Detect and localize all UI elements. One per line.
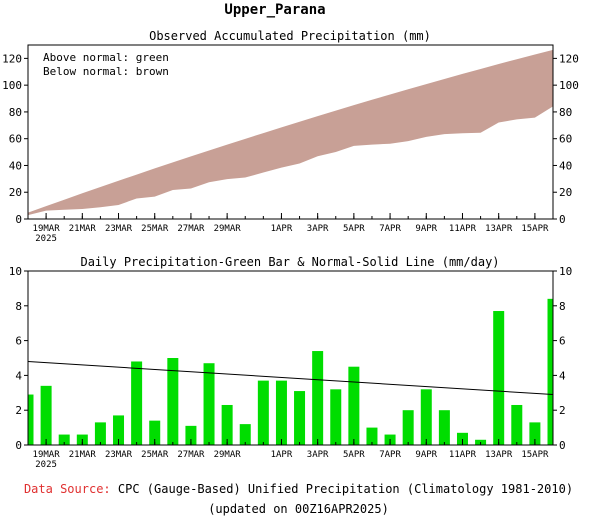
accum-ytick-label-left: 80 <box>9 106 22 119</box>
accum-ytick-label-left: 0 <box>15 213 22 226</box>
daily-bar <box>40 385 52 445</box>
accum-ytick-label-left: 40 <box>9 159 22 172</box>
accum-chart: Above normal: green Below normal: brown … <box>2 44 579 244</box>
accum-xtick-label: 13APR <box>485 224 513 234</box>
accum-ytick-label-right: 80 <box>559 106 572 119</box>
daily-bar <box>366 427 378 445</box>
daily-xtick-label: 27MAR <box>177 450 205 460</box>
daily-bar <box>94 422 106 445</box>
daily-ytick-label-left: 2 <box>15 404 22 417</box>
daily-bar <box>294 391 306 445</box>
daily-bar <box>167 358 179 445</box>
daily-ytick-label-left: 6 <box>15 335 22 348</box>
daily-bar <box>58 434 70 445</box>
daily-bar <box>529 422 541 445</box>
daily-xtick-label: 21MAR <box>69 450 97 460</box>
daily-bar <box>456 432 468 445</box>
accum-deficit-area <box>28 49 553 216</box>
daily-xtick-label: 29MAR <box>214 450 242 460</box>
daily-bar <box>312 351 324 445</box>
accum-legend-below: Below normal: brown <box>43 65 169 78</box>
accum-ytick-label-right: 120 <box>559 52 579 65</box>
accum-xtick-label: 7APR <box>379 224 401 234</box>
accum-xtick-label: 5APR <box>343 224 365 234</box>
accum-xtick-label: 11APR <box>449 224 477 234</box>
accum-xtick-label: 19MAR <box>33 224 61 234</box>
daily-ytick-label-right: 0 <box>559 439 566 452</box>
accum-ytick-label-right: 60 <box>559 133 572 146</box>
daily-bar <box>131 361 143 445</box>
daily-ytick-label-left: 10 <box>9 265 22 278</box>
daily-bar <box>438 410 450 445</box>
accum-ytick-label-left: 60 <box>9 133 22 146</box>
daily-bar <box>420 389 432 445</box>
accum-xtick-label: 9APR <box>415 224 437 234</box>
daily-bar <box>330 389 342 445</box>
daily-bar <box>221 404 233 445</box>
daily-plot-frame <box>27 270 554 446</box>
daily-bar <box>547 298 553 445</box>
daily-bar <box>203 363 215 445</box>
accum-ytick-label-right: 0 <box>559 213 566 226</box>
daily-bar <box>493 311 505 445</box>
daily-normal-line <box>27 360 554 396</box>
daily-ytick-label-right: 4 <box>559 369 566 382</box>
daily-ytick-label-right: 2 <box>559 404 566 417</box>
accum-ytick-label-right: 40 <box>559 159 572 172</box>
daily-bar <box>275 380 287 445</box>
daily-xtick-label: 5APR <box>343 450 365 460</box>
daily-xtick-label: 3APR <box>307 450 329 460</box>
accum-xtick-label: 1APR <box>271 224 293 234</box>
daily-xtick-label: 15APR <box>521 450 549 460</box>
daily-xtick-label: 1APR <box>271 450 293 460</box>
data-source-label: Data Source: <box>23 482 111 496</box>
accum-ytick-label-right: 100 <box>559 79 579 92</box>
figure-title: Upper_Parana <box>224 2 325 18</box>
accum-legend-above: Above normal: green <box>43 51 169 64</box>
accum-xtick-label: 29MAR <box>214 224 242 234</box>
accum-xtick-label: 21MAR <box>69 224 97 234</box>
daily-ytick-label-right: 10 <box>559 265 572 278</box>
daily-ytick-label-left: 4 <box>15 369 22 382</box>
daily-bar <box>28 394 34 445</box>
daily-ytick-label-left: 0 <box>15 439 22 452</box>
daily-chart-title: Daily Precipitation-Green Bar & Normal-S… <box>80 255 499 269</box>
updated-line: (updated on 00Z16APR2025) <box>208 502 389 516</box>
daily-xtick-label: 13APR <box>485 450 513 460</box>
accum-ytick-label-left: 120 <box>2 52 22 65</box>
daily-bar <box>348 366 360 445</box>
accum-xtick-label: 27MAR <box>177 224 205 234</box>
daily-xtick-label: 7APR <box>379 450 401 460</box>
daily-ytick-label-right: 8 <box>559 300 566 313</box>
daily-xtick-label: 9APR <box>415 450 437 460</box>
data-source-text: CPC (Gauge-Based) Unified Precipitation … <box>117 482 574 496</box>
daily-bar <box>185 425 197 445</box>
daily-xtick-label: 19MAR <box>33 450 61 460</box>
accum-xtick-label: 3APR <box>307 224 329 234</box>
accum-xtick-label: 25MAR <box>141 224 169 234</box>
accum-ytick-label-left: 100 <box>2 79 22 92</box>
daily-ytick-label-left: 8 <box>15 300 22 313</box>
daily-bar <box>239 424 251 445</box>
daily-bar <box>257 380 269 445</box>
accum-year-label: 2025 <box>35 234 57 244</box>
daily-chart: 0 0 2 2 4 4 6 6 8 8 10 10 19MAR 21MAR 23MAR 25MAR 27MAR 2… <box>9 265 573 470</box>
data-source-line: Data Source: CPC (Gauge-Based) Unified P… <box>0 482 597 496</box>
daily-xtick-label: 11APR <box>449 450 477 460</box>
daily-bar <box>402 410 414 445</box>
accum-xtick-label: 23MAR <box>105 224 133 234</box>
accum-xtick-label: 15APR <box>521 224 549 234</box>
accum-plot-frame <box>27 44 554 220</box>
daily-bar <box>113 415 125 445</box>
daily-bar <box>511 404 523 445</box>
accum-chart-title: Observed Accumulated Precipitation (mm) <box>149 29 431 43</box>
daily-bar <box>149 420 161 445</box>
daily-xtick-label: 25MAR <box>141 450 169 460</box>
daily-year-label: 2025 <box>35 460 57 470</box>
daily-ytick-label-right: 6 <box>559 335 566 348</box>
accum-ytick-label-left: 20 <box>9 186 22 199</box>
daily-xtick-label: 23MAR <box>105 450 133 460</box>
accum-ytick-label-right: 20 <box>559 186 572 199</box>
